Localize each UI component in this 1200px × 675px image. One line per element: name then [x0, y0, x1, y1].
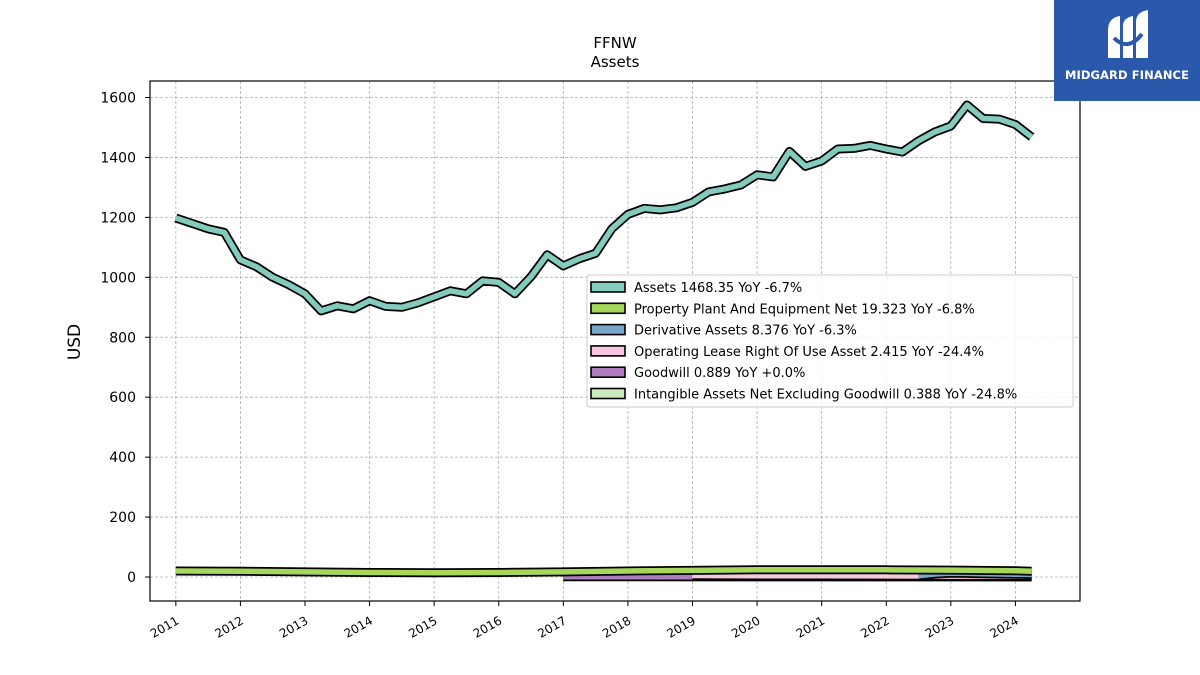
x-tick-label: 2020 — [729, 613, 762, 640]
legend-swatch — [590, 323, 626, 336]
plot-frame — [149, 80, 1081, 602]
legend: Assets 1468.35 YoY -6.7% Property Plant A… — [586, 274, 1074, 408]
y-tick-label: 1000 — [100, 270, 136, 286]
legend-box — [586, 274, 1074, 408]
legend-entry: Property Plant And Equipment Net 19.323 … — [634, 302, 975, 317]
x-tick-label: 2022 — [858, 613, 891, 640]
legend-entry: Operating Lease Right Of Use Asset 2.415… — [634, 345, 984, 360]
chart-subtitle: Assets — [591, 53, 640, 71]
series-property-plant-and-equipment-net-line — [175, 567, 1032, 576]
legend-entry: Assets 1468.35 YoY -6.7% — [634, 281, 802, 296]
x-tick-label: 2023 — [923, 613, 956, 640]
x-tick-label: 2012 — [212, 613, 245, 640]
legend-swatch — [590, 387, 626, 400]
legend-swatch — [590, 366, 626, 379]
logo-text: MIDGARD FINANCE — [1064, 68, 1190, 82]
y-tick-label: 1600 — [100, 90, 136, 106]
legend-entry: Goodwill 0.889 YoY +0.0% — [634, 366, 805, 381]
legend-swatch — [590, 281, 626, 293]
y-tick-label: 1200 — [100, 210, 136, 226]
x-tick-label: 2019 — [665, 613, 698, 640]
x-tick-label: 2017 — [535, 613, 568, 640]
y-tick-label: 600 — [109, 390, 136, 406]
y-tick-label: 800 — [109, 330, 136, 346]
legend-entry: Intangible Assets Net Excluding Goodwill… — [634, 388, 1017, 403]
y-tick-label: 0 — [127, 570, 136, 586]
y-tick-label: 1400 — [100, 150, 136, 166]
x-tick-label: 2014 — [342, 613, 375, 640]
x-tick-label: 2021 — [794, 613, 827, 640]
x-tick-label: 2015 — [406, 613, 439, 640]
y-axis-label: USD — [65, 324, 85, 360]
x-tick-label: 2024 — [987, 613, 1020, 640]
legend-swatch — [590, 302, 626, 315]
x-tick-label: 2016 — [471, 613, 504, 640]
legend-swatch — [590, 345, 626, 357]
series-assets-line — [174, 102, 1034, 314]
legend-entry: Derivative Assets 8.376 YoY -6.3% — [634, 324, 857, 339]
y-tick-label: 400 — [109, 450, 136, 466]
x-tick-label: 2018 — [600, 613, 633, 640]
x-tick-label: 2013 — [277, 613, 310, 640]
y-tick-label: 200 — [109, 510, 136, 526]
series-layer — [174, 100, 1035, 582]
chart-title: FFNW — [593, 34, 636, 52]
x-tick-label: 2011 — [148, 613, 181, 640]
midgard-m-logo-icon — [1108, 10, 1148, 58]
logo: MIDGARD FINANCE — [1054, 0, 1200, 101]
